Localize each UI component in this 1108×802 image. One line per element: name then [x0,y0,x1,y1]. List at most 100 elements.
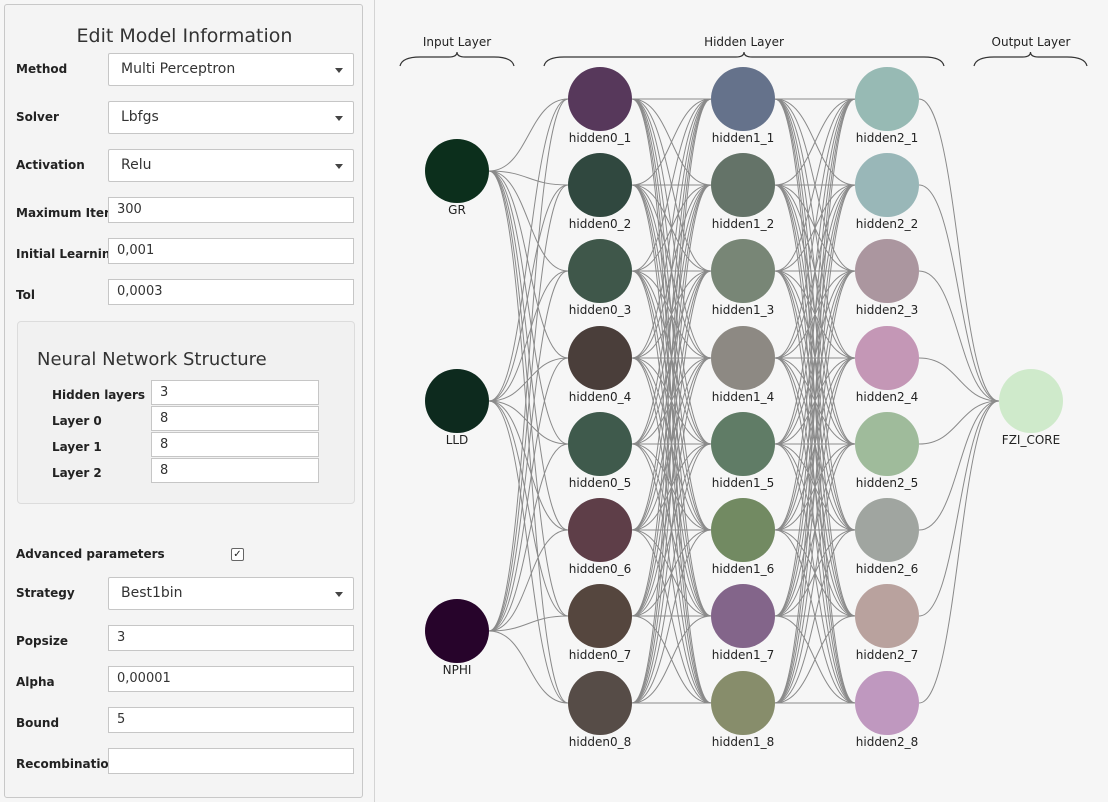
node-circle [711,239,775,303]
node-label: hidden0_5 [569,476,631,490]
node-label: hidden1_7 [712,648,774,662]
layer-title-output: Output Layer [992,35,1071,49]
popsize-input[interactable]: 3 [108,625,354,651]
network-edge [774,529,856,704]
hidden-layers-label: Hidden layers [52,388,146,402]
network-edge [631,98,712,272]
node-circle [711,584,775,648]
alpha-input[interactable]: 0,00001 [108,666,354,692]
network-edge [631,270,712,704]
advanced-params-checkbox[interactable]: ✓ [231,548,244,561]
node-label: hidden1_2 [712,217,774,231]
node-label: hidden1_6 [712,562,774,576]
network-edge [488,615,569,632]
node-label: hidden2_4 [856,390,918,404]
network-node[interactable]: hidden2_3 [855,239,919,317]
network-edge [488,357,569,402]
network-nodes: GRLLDNPHIhidden0_1hidden0_2hidden0_3hidd… [425,67,1063,749]
network-node[interactable]: hidden0_3 [568,239,632,317]
tol-input[interactable]: 0,0003 [108,279,354,305]
network-node[interactable]: hidden0_7 [568,584,632,662]
network-node[interactable]: hidden1_2 [711,153,775,231]
node-label: hidden1_8 [712,735,774,749]
network-node[interactable]: hidden1_1 [711,67,775,145]
network-node[interactable]: hidden2_5 [855,412,919,490]
node-label: hidden2_5 [856,476,918,490]
network-node[interactable]: hidden1_5 [711,412,775,490]
network-node[interactable]: hidden2_8 [855,671,919,749]
network-node[interactable]: hidden2_6 [855,498,919,576]
layer2-input[interactable]: 8 [151,458,319,483]
network-edge [631,184,712,704]
node-circle [568,412,632,476]
node-circle [711,498,775,562]
network-edge [488,529,569,632]
network-node[interactable]: GR [425,139,489,217]
network-edge [774,98,856,531]
network-node[interactable]: hidden2_1 [855,67,919,145]
network-node[interactable]: hidden0_4 [568,326,632,404]
node-label: hidden0_3 [569,303,631,317]
network-node[interactable]: hidden2_7 [855,584,919,662]
network-node[interactable]: LLD [425,369,489,447]
network-edge [631,357,712,704]
node-circle [855,67,919,131]
advanced-params-label: Advanced parameters [16,547,165,561]
node-label: hidden0_2 [569,217,631,231]
network-edge [774,615,856,704]
node-circle [568,153,632,217]
node-label: hidden0_8 [569,735,631,749]
network-node[interactable]: hidden0_1 [568,67,632,145]
network-edge [488,270,569,402]
network-node[interactable]: hidden1_7 [711,584,775,662]
network-edge [918,357,1000,402]
max-iter-input[interactable]: 300 [108,197,354,223]
network-edge [488,184,569,402]
method-select[interactable]: Multi Perceptron [108,53,354,86]
node-circle [425,599,489,663]
strategy-select[interactable]: Best1bin [108,577,354,610]
layer1-input[interactable]: 8 [151,432,319,457]
network-node[interactable]: hidden2_2 [855,153,919,231]
network-edge [774,357,856,704]
node-label: NPHI [443,663,472,677]
network-node[interactable]: hidden2_4 [855,326,919,404]
network-node[interactable]: hidden1_4 [711,326,775,404]
method-label: Method [16,62,68,76]
activation-select[interactable]: Relu [108,149,354,182]
node-circle [855,239,919,303]
strategy-value: Best1bin [121,585,183,601]
node-circle [855,671,919,735]
network-edge [488,184,569,632]
network-edge [631,529,712,704]
network-edge [631,98,712,704]
network-node[interactable]: hidden0_5 [568,412,632,490]
network-node[interactable]: hidden0_2 [568,153,632,231]
learning-rate-input[interactable]: 0,001 [108,238,354,264]
hidden-layers-input[interactable]: 3 [151,380,319,405]
node-circle [568,584,632,648]
layer-titles: Input Layer Hidden Layer Output Layer [423,35,1071,49]
network-edge [488,170,569,272]
activation-label: Activation [16,158,85,172]
layer0-input[interactable]: 8 [151,406,319,431]
network-node[interactable]: hidden1_3 [711,239,775,317]
network-node[interactable]: hidden1_8 [711,671,775,749]
node-circle [425,139,489,203]
node-label: hidden2_1 [856,131,918,145]
bound-input[interactable]: 5 [108,707,354,733]
network-node[interactable]: hidden1_6 [711,498,775,576]
node-circle [568,498,632,562]
solver-select[interactable]: Lbfgs [108,101,354,134]
node-circle [711,67,775,131]
network-node[interactable]: hidden0_8 [568,671,632,749]
network-node[interactable]: FZI_CORE [999,369,1063,447]
tol-label: Tol [16,288,35,302]
network-node[interactable]: NPHI [425,599,489,677]
network-node[interactable]: hidden0_6 [568,498,632,576]
layer-title-hidden: Hidden Layer [704,35,784,49]
recombination-input[interactable] [108,748,354,774]
network-edge [631,98,712,617]
panel-splitter[interactable] [374,0,375,802]
network-edge [918,184,1000,402]
